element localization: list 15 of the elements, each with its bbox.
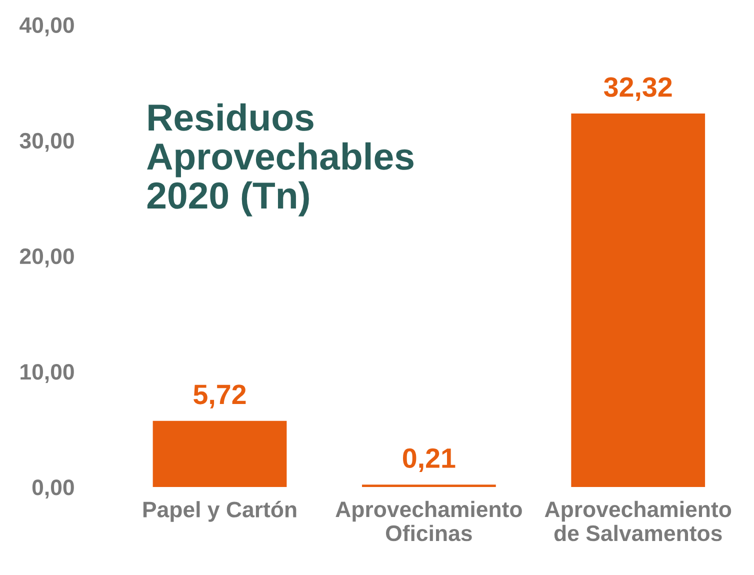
bar <box>362 484 496 488</box>
data-label: 5,72 <box>194 384 246 408</box>
bar <box>571 113 706 488</box>
x-tick-label: Aprovechamiento Oficinas <box>336 500 522 542</box>
y-tick-label: 20,00 <box>20 248 74 268</box>
x-tick-label: Aprovechamiento de Salvamentos <box>544 500 732 542</box>
data-label: 32,32 <box>604 77 672 101</box>
x-tick-label: Papel y Cartón <box>143 500 296 522</box>
text: Residuos Aprovechables 2020 (Tn) <box>147 103 414 216</box>
y-tick-label: 0,00 <box>32 480 74 499</box>
y-tick-label: 10,00 <box>20 364 74 383</box>
y-tick-label: 30,00 <box>20 132 74 152</box>
data-label: 0,21 <box>403 448 456 472</box>
bar <box>152 420 287 488</box>
y-tick-label: 40,00 <box>20 17 74 36</box>
